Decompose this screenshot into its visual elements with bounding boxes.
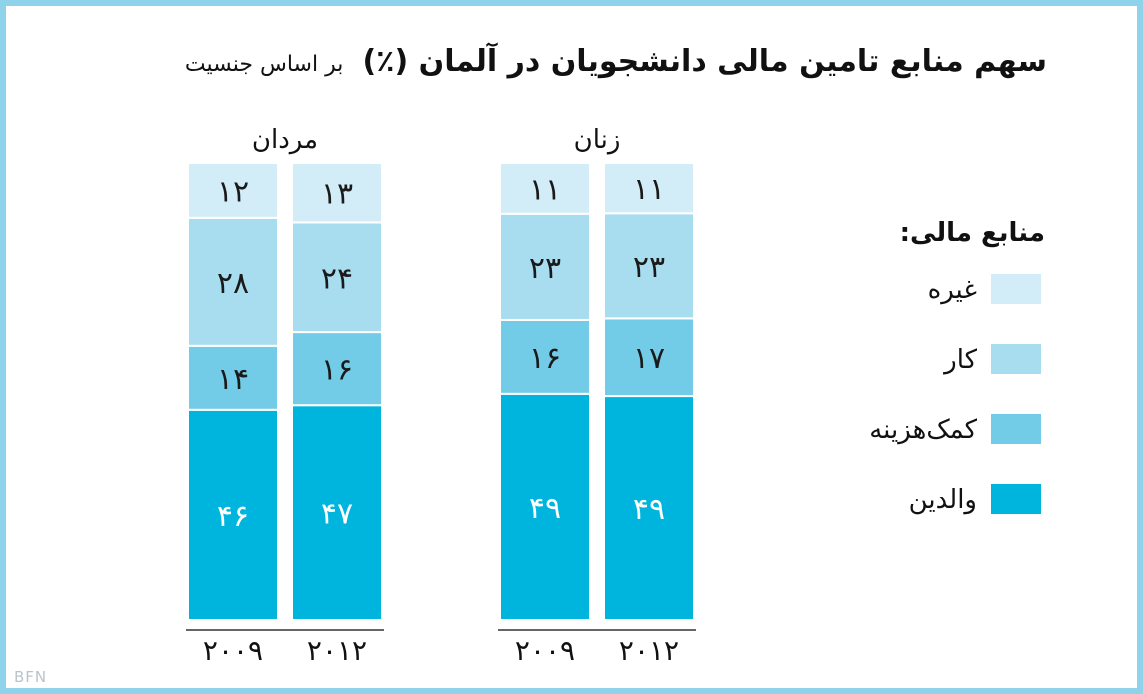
x-tick-label: ۲۰۱۲ bbox=[307, 634, 367, 667]
data-label: ۱۱ bbox=[529, 172, 561, 207]
data-label: ۲۸ bbox=[217, 266, 249, 301]
bar-segment bbox=[499, 392, 591, 621]
bar-segment bbox=[187, 408, 279, 621]
bar-segment bbox=[603, 162, 695, 215]
legend-swatch bbox=[991, 274, 1041, 304]
bar-segment bbox=[499, 318, 591, 395]
data-label: ۴۹ bbox=[633, 492, 665, 527]
data-label: ۱۶ bbox=[321, 353, 353, 388]
bar-segment bbox=[291, 221, 383, 334]
bar-segment bbox=[187, 216, 279, 347]
data-label: ۲۳ bbox=[633, 250, 665, 285]
data-label: ۱۷ bbox=[633, 341, 665, 376]
data-label: ۱۳ bbox=[321, 177, 353, 212]
bar-segment bbox=[499, 162, 591, 215]
legend-label: والدین bbox=[909, 485, 977, 515]
group-label: زنان bbox=[574, 125, 621, 155]
x-tick-label: ۲۰۰۹ bbox=[203, 634, 263, 667]
data-label: ۲۳ bbox=[529, 251, 561, 286]
legend-swatch bbox=[991, 414, 1041, 444]
bar-segment bbox=[603, 317, 695, 398]
legend-label: کار bbox=[942, 345, 977, 375]
legend-swatch bbox=[991, 484, 1041, 514]
watermark: BFN bbox=[14, 668, 48, 686]
x-tick-label: ۲۰۰۹ bbox=[515, 634, 575, 667]
bar-segment bbox=[291, 162, 383, 224]
data-label: ۱۲ bbox=[217, 174, 249, 209]
legend-swatch bbox=[991, 344, 1041, 374]
legend-label: غیره bbox=[928, 275, 977, 305]
legend-label: کمک‌هزینه bbox=[869, 415, 977, 445]
chart-title: سهم منابع تامین مالی دانشجویان در آلمان … bbox=[362, 44, 1047, 79]
bar-segment bbox=[291, 331, 383, 407]
bar-segment bbox=[291, 404, 383, 621]
legend-title: منابع مالی: bbox=[899, 218, 1045, 248]
data-label: ۴۶ bbox=[217, 499, 249, 534]
data-label: ۱۶ bbox=[529, 341, 561, 376]
bar-segment bbox=[187, 344, 279, 411]
bar-segment bbox=[603, 212, 695, 320]
data-label: ۴۷ bbox=[321, 497, 353, 532]
data-label: ۱۱ bbox=[633, 172, 665, 207]
data-label: ۱۴ bbox=[217, 362, 249, 397]
chart-subtitle: بر اساس جنسیت bbox=[184, 52, 344, 77]
group-label: مردان bbox=[252, 125, 318, 155]
x-tick-label: ۲۰۱۲ bbox=[619, 634, 679, 667]
data-label: ۴۹ bbox=[529, 491, 561, 526]
bar-segment bbox=[187, 162, 279, 219]
data-label: ۲۴ bbox=[321, 261, 353, 296]
title-block: سهم منابع تامین مالی دانشجویان در آلمان … bbox=[185, 44, 1047, 79]
bar-segment bbox=[499, 212, 591, 321]
